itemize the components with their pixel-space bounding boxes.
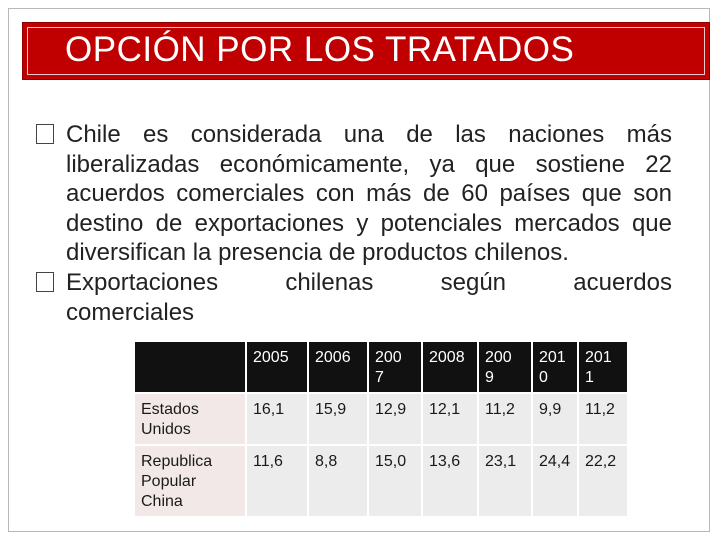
table-cell: 13,6	[423, 446, 477, 516]
year-header: 2008	[423, 342, 477, 392]
year-header: 2006	[309, 342, 367, 392]
paragraph-1: Chile es considerada una de las naciones…	[36, 120, 672, 268]
slide-content: Chile es considerada una de las naciones…	[36, 120, 672, 327]
paragraph-2-word: chilenas	[285, 268, 374, 296]
slide-title: OPCIÓN POR LOS TRATADOS	[65, 30, 575, 69]
table-row: Estados Unidos 16,1 15,9 12,9 12,1 11,2 …	[135, 394, 627, 444]
year-header: 200 7	[369, 342, 421, 392]
table-cell: 24,4	[533, 446, 577, 516]
year-header: 2005	[247, 342, 307, 392]
table-cell: 15,9	[309, 394, 367, 444]
paragraph-2: Exportaciones chilenas según acuerdos co…	[36, 268, 672, 327]
row-label: Republica Popular China	[135, 446, 245, 516]
year-header: 201 0	[533, 342, 577, 392]
table-row: Republica Popular China 11,6 8,8 15,0 13…	[135, 446, 627, 516]
table-cell: 11,2	[579, 394, 627, 444]
table-cell: 9,9	[533, 394, 577, 444]
table-cell: 11,6	[247, 446, 307, 516]
table-cell: 12,1	[423, 394, 477, 444]
table-cell: 8,8	[309, 446, 367, 516]
year-header: 201 1	[579, 342, 627, 392]
paragraph-1-text: Chile es considerada una de las naciones…	[66, 121, 672, 267]
slide-frame	[8, 8, 710, 532]
table-cell: 12,9	[369, 394, 421, 444]
table-cell: 15,0	[369, 446, 421, 516]
row-label: Estados Unidos	[135, 394, 245, 444]
title-inner-border	[27, 27, 705, 75]
title-bar: OPCIÓN POR LOS TRATADOS	[22, 22, 710, 80]
bullet-icon	[36, 271, 54, 292]
table-cell: 16,1	[247, 394, 307, 444]
paragraph-2-tail: comerciales	[66, 298, 195, 326]
table-cell: 11,2	[479, 394, 531, 444]
table-cell: 23,1	[479, 446, 531, 516]
table-cell: 22,2	[579, 446, 627, 516]
table-corner-cell	[135, 342, 245, 392]
exports-table: 2005 2006 200 7 2008 200 9 201 0 201 1 E…	[133, 340, 629, 518]
bullet-icon	[36, 124, 54, 144]
table-header-row: 2005 2006 200 7 2008 200 9 201 0 201 1	[135, 342, 627, 392]
year-header: 200 9	[479, 342, 531, 392]
paragraph-2-line-1: Exportaciones chilenas según acuerdos	[66, 268, 672, 298]
paragraph-2-word: según	[440, 268, 507, 296]
paragraph-2-word: acuerdos	[573, 268, 672, 296]
paragraph-2-word: Exportaciones	[66, 268, 219, 296]
